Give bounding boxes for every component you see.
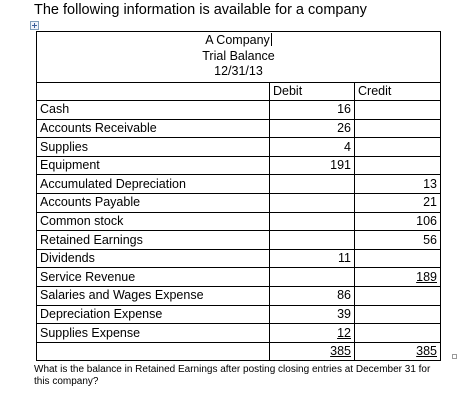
table-resize-handle-icon[interactable] bbox=[452, 354, 457, 359]
account-name: Common stock bbox=[36, 211, 270, 232]
credit-value: 13 bbox=[354, 174, 441, 195]
table-row: Accounts Payable 21 bbox=[36, 193, 441, 213]
table-row: Cash 16 bbox=[36, 100, 441, 120]
account-name: Dividends bbox=[36, 248, 270, 269]
debit-value bbox=[269, 193, 355, 213]
table-row: Common stock 106 bbox=[36, 211, 441, 232]
table-row: Supplies 4 bbox=[36, 137, 441, 157]
company-name: A Company bbox=[205, 33, 270, 47]
debit-value bbox=[269, 267, 355, 288]
credit-value bbox=[354, 155, 441, 176]
debit-total: 385 bbox=[269, 341, 355, 362]
credit-value-underlined: 189 bbox=[416, 269, 437, 284]
heading-text: The following information is available f… bbox=[34, 2, 367, 18]
report-title: Trial Balance bbox=[202, 48, 275, 63]
debit-value: 26 bbox=[269, 118, 355, 139]
table-row: Salaries and Wages Expense 86 bbox=[36, 286, 441, 306]
table-row: Service Revenue 189 bbox=[36, 267, 441, 288]
account-name: Accounts Receivable bbox=[36, 118, 270, 139]
table-row: Dividends 11 bbox=[36, 248, 441, 269]
credit-value: 189 bbox=[354, 267, 441, 288]
account-name: Retained Earnings bbox=[36, 230, 270, 250]
credit-value bbox=[354, 100, 441, 120]
title-cell: A Company Trial Balance 12/31/13 bbox=[36, 31, 441, 83]
table-row: Equipment 191 bbox=[36, 155, 441, 176]
account-name: Salaries and Wages Expense bbox=[36, 286, 270, 306]
account-name: Service Revenue bbox=[36, 267, 270, 288]
table-row: Retained Earnings 56 bbox=[36, 230, 441, 250]
table-row: Accumulated Depreciation 13 bbox=[36, 174, 441, 195]
debit-value: 12 bbox=[269, 323, 355, 343]
debit-value: 16 bbox=[269, 100, 355, 120]
debit-value: 39 bbox=[269, 304, 355, 325]
debit-header: Debit bbox=[269, 81, 355, 102]
title-row: A Company Trial Balance 12/31/13 bbox=[36, 31, 441, 83]
account-name: Accumulated Depreciation bbox=[36, 174, 270, 195]
report-date: 12/31/13 bbox=[214, 64, 263, 78]
table-row: Accounts Receivable 26 bbox=[36, 118, 441, 139]
credit-value bbox=[354, 286, 441, 306]
debit-value: 11 bbox=[269, 248, 355, 269]
debit-value bbox=[269, 174, 355, 195]
debit-total-value: 385 bbox=[330, 344, 351, 359]
table-row: Depreciation Expense 39 bbox=[36, 304, 441, 325]
credit-value bbox=[354, 248, 441, 269]
credit-total: 385 bbox=[354, 341, 441, 362]
text-cursor bbox=[270, 33, 272, 46]
debit-value bbox=[269, 230, 355, 250]
account-name: Cash bbox=[36, 100, 270, 120]
table-move-handle-icon[interactable] bbox=[30, 21, 39, 30]
debit-value: 86 bbox=[269, 286, 355, 306]
trial-balance-table: A Company Trial Balance 12/31/13 Debit C… bbox=[36, 31, 441, 362]
credit-total-value: 385 bbox=[416, 344, 437, 359]
account-name: Supplies bbox=[36, 137, 270, 157]
totals-blank-cell bbox=[36, 341, 270, 362]
credit-value: 106 bbox=[354, 211, 441, 232]
table-row: Supplies Expense 12 bbox=[36, 323, 441, 343]
account-name: Equipment bbox=[36, 155, 270, 176]
credit-value: 56 bbox=[354, 230, 441, 250]
debit-value: 4 bbox=[269, 137, 355, 157]
debit-value: 191 bbox=[269, 155, 355, 176]
credit-value bbox=[354, 323, 441, 343]
credit-value bbox=[354, 137, 441, 157]
header-blank-cell bbox=[36, 81, 270, 101]
debit-value bbox=[269, 211, 355, 232]
credit-header: Credit bbox=[354, 81, 441, 102]
credit-value bbox=[354, 118, 441, 139]
account-name: Depreciation Expense bbox=[36, 304, 270, 325]
question-text: What is the balance in Retained Earnings… bbox=[34, 364, 431, 387]
debit-value-underlined: 12 bbox=[337, 325, 351, 340]
totals-row: 385 385 bbox=[36, 341, 441, 362]
column-header-row: Debit Credit bbox=[36, 81, 441, 102]
credit-value bbox=[354, 304, 441, 325]
credit-value: 21 bbox=[354, 193, 441, 213]
account-name: Supplies Expense bbox=[36, 323, 270, 343]
account-name: Accounts Payable bbox=[36, 193, 270, 213]
